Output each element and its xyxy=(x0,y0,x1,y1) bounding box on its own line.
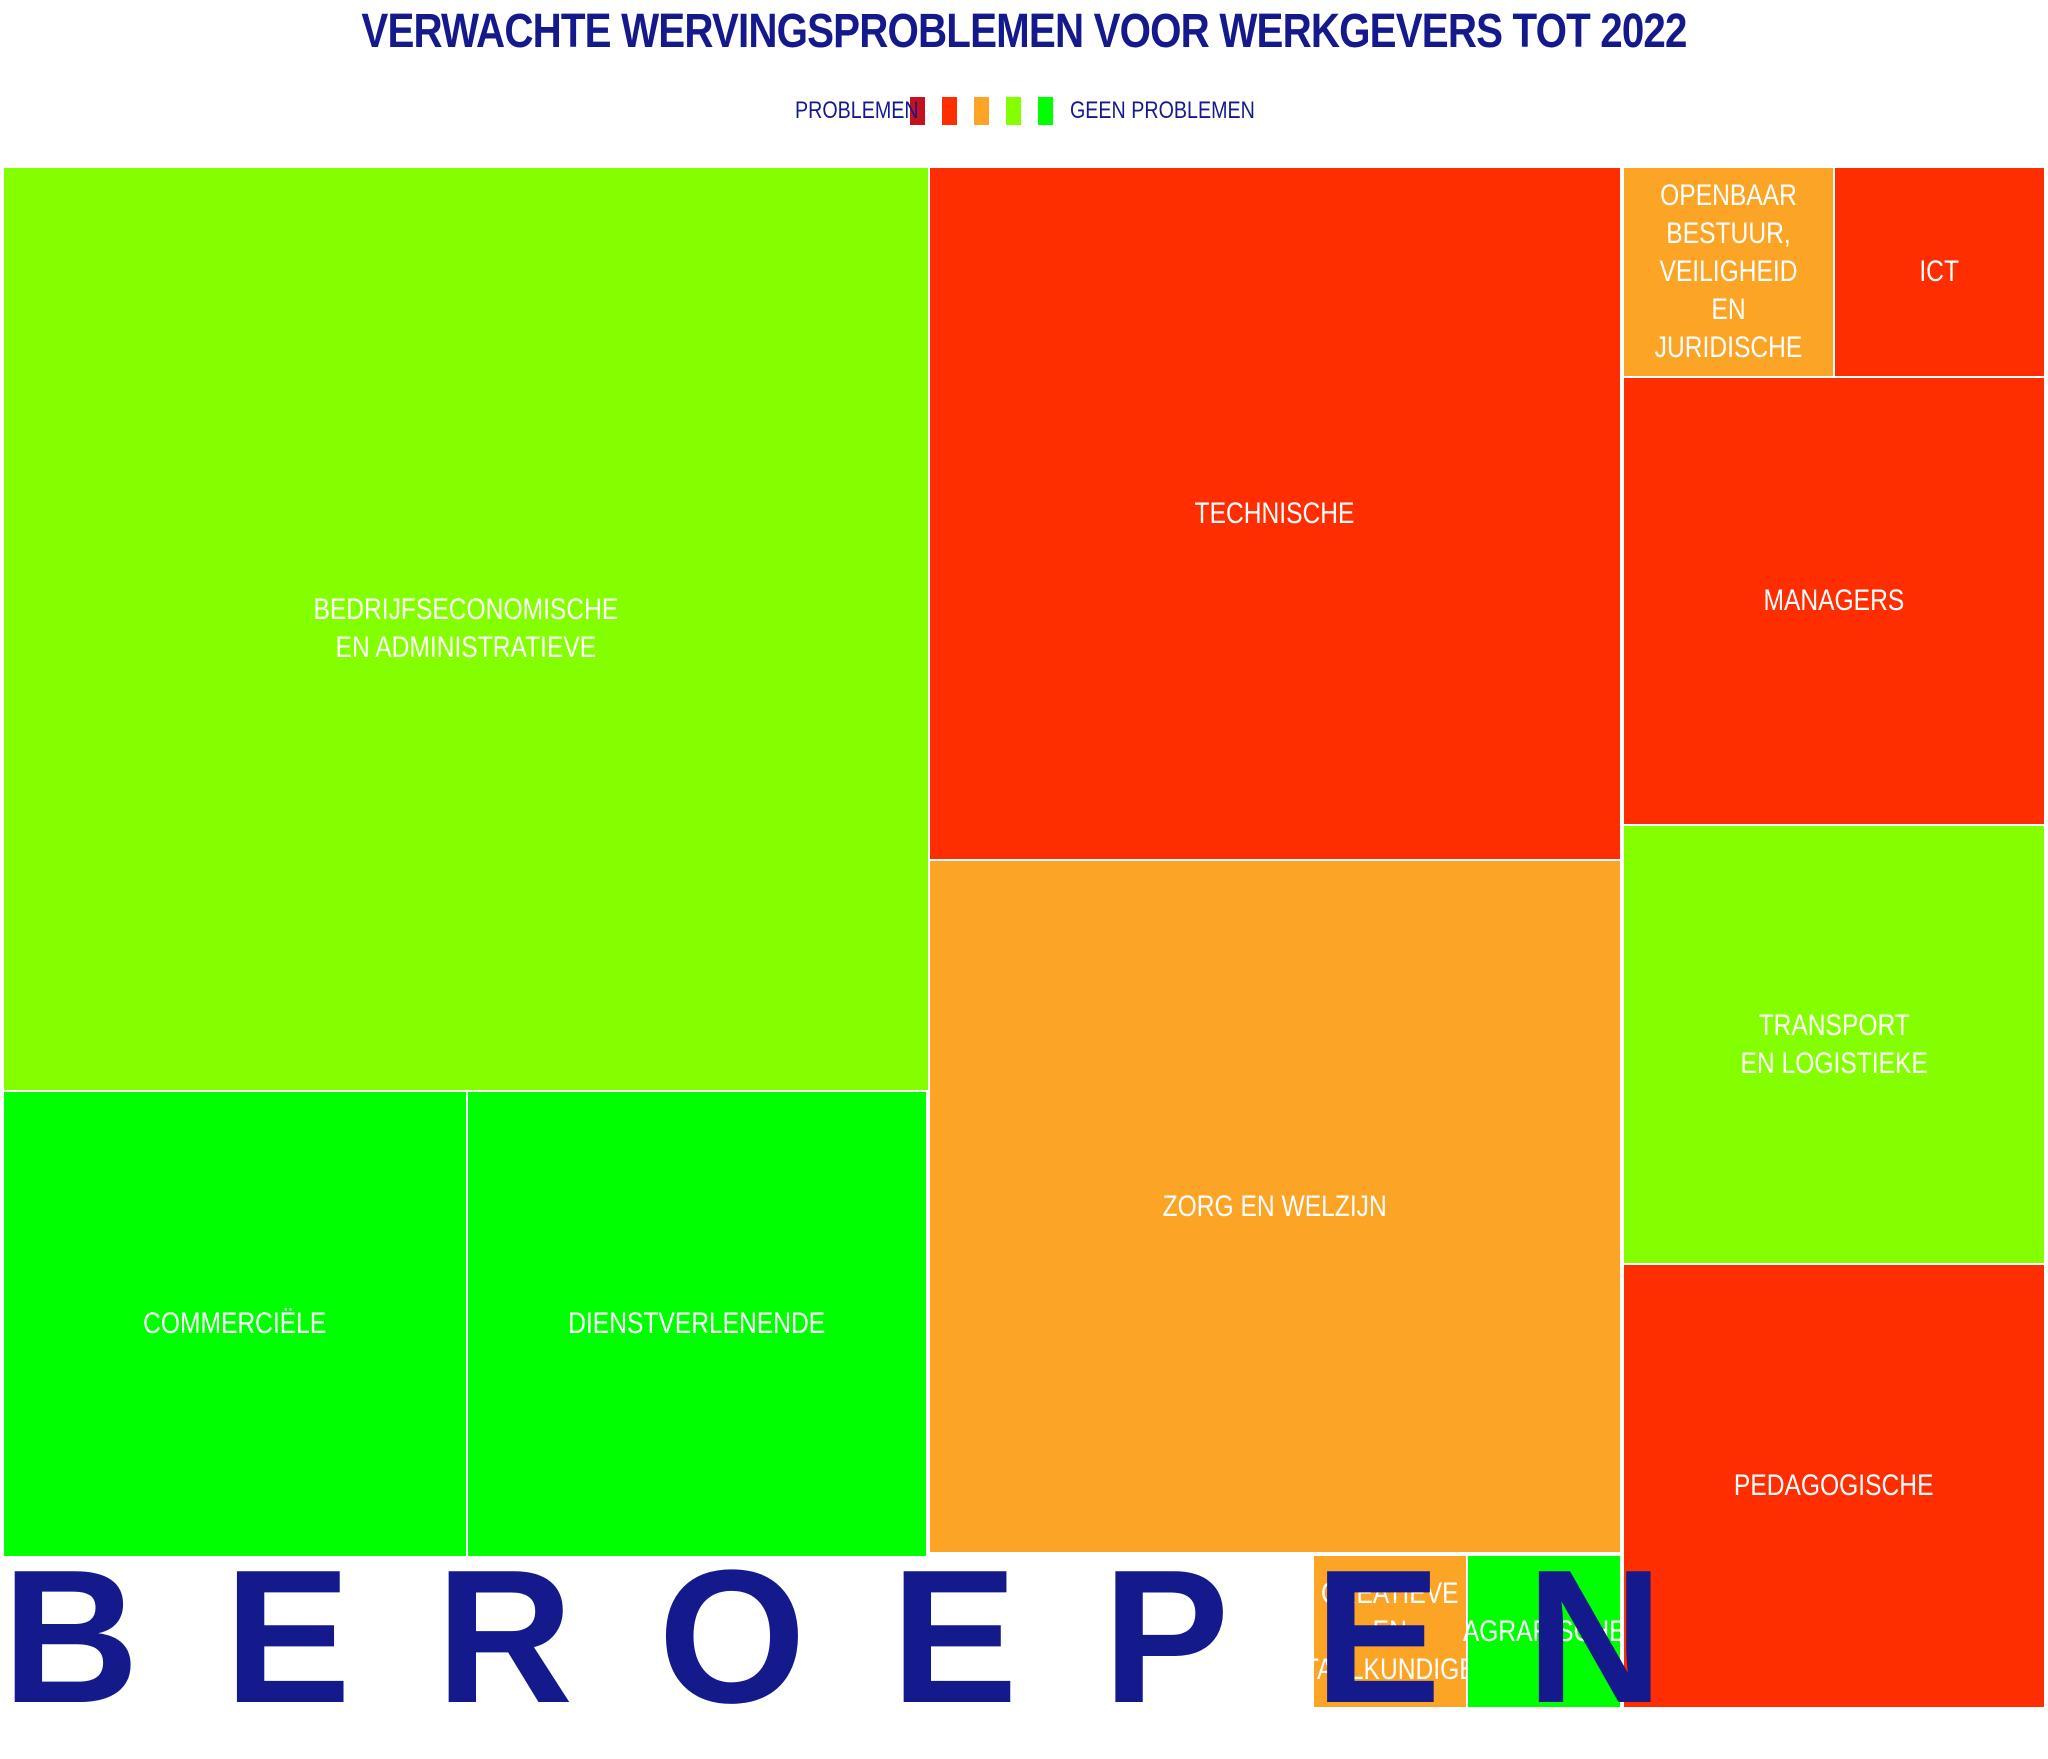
treemap-tile-label: ICT xyxy=(1919,255,1960,288)
treemap-tile-label: AGRARISCHE xyxy=(1462,1614,1626,1648)
treemap-tile: COMMERCIËLE xyxy=(2,1090,468,1558)
treemap-tile: MANAGERS xyxy=(1622,376,2046,826)
treemap-tile-label: MANAGERS xyxy=(1763,584,1905,617)
treemap-tile-label: TECHNISCHE xyxy=(1195,496,1355,530)
legend-swatch-5 xyxy=(1037,97,1053,125)
legend-label-no-problems: GEEN PROBLEMEN xyxy=(1069,97,1255,124)
legend-swatch-2 xyxy=(941,97,957,125)
legend: PROBLEMEN GEEN PROBLEMEN xyxy=(795,92,1295,130)
treemap-tile-label: COMMERCIËLE xyxy=(143,1307,327,1340)
treemap-tile: DIENSTVERLENENDE xyxy=(466,1090,928,1558)
treemap-tile-label: TRANSPORT EN LOGISTIEKE xyxy=(1740,1008,1928,1080)
legend-swatch-1 xyxy=(910,97,925,125)
treemap-tile: OPENBAAR BESTUUR, VEILIGHEID EN JURIDISC… xyxy=(1622,166,1835,378)
treemap-tile: TECHNISCHE xyxy=(928,166,1622,861)
legend-swatch-3 xyxy=(973,97,989,125)
treemap-tile-label: CREATIEVE EN TAALKUNDIGE xyxy=(1304,1576,1476,1686)
treemap-tile: ZORG EN WELZIJN xyxy=(928,859,1622,1554)
chart-title: VERWACHTE WERVINGSPROBLEMEN VOOR WERKGEV… xyxy=(361,5,1687,58)
treemap-tile: BEDRIJFSECONOMISCHE EN ADMINISTRATIEVE xyxy=(2,166,930,1092)
treemap-tile: PEDAGOGISCHE xyxy=(1622,1263,2046,1709)
treemap-tile: ICT xyxy=(1833,166,2046,378)
treemap-tile-label: BEDRIJFSECONOMISCHE EN ADMINISTRATIEVE xyxy=(313,593,619,664)
treemap-tile: AGRARISCHE xyxy=(1463,1554,1625,1709)
treemap-tile-label: PEDAGOGISCHE xyxy=(1734,1469,1934,1502)
treemap-tile-label: ZORG EN WELZIJN xyxy=(1162,1189,1388,1223)
treemap-tile: TRANSPORT EN LOGISTIEKE xyxy=(1622,824,2046,1265)
treemap-tile-label: DIENSTVERLENENDE xyxy=(568,1307,826,1340)
group-label: BEROEPEN xyxy=(2,1531,1749,1743)
legend-swatch-4 xyxy=(1005,97,1021,125)
treemap-tile-label: OPENBAAR BESTUUR, VEILIGHEID EN JURIDISC… xyxy=(1654,179,1803,364)
treemap-tile: CREATIEVE EN TAALKUNDIGE xyxy=(1304,1554,1476,1709)
